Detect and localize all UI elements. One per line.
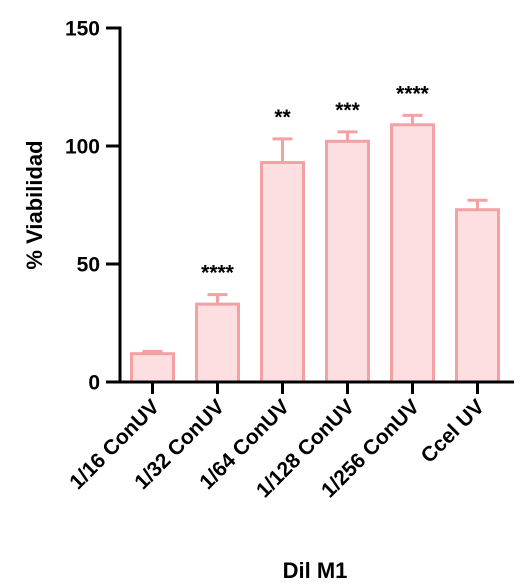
bar <box>392 125 434 382</box>
significance-label: **** <box>396 82 430 105</box>
y-ticks-layer: 0 50 100 150 <box>65 18 120 395</box>
bar <box>197 304 239 382</box>
axes-layer <box>119 27 515 384</box>
bars-layer <box>132 115 499 382</box>
bar <box>457 210 499 382</box>
significance-label: ** <box>274 106 291 129</box>
x-category-label: Ccel UV <box>417 395 489 467</box>
y-tick-label: 0 <box>88 372 100 395</box>
y-tick-label: 100 <box>65 136 100 159</box>
bar <box>132 354 174 382</box>
y-tick-label: 50 <box>77 254 100 277</box>
x-axis-title: Dil M1 <box>283 558 348 583</box>
bar <box>262 163 304 382</box>
significance-label: **** <box>201 262 235 285</box>
y-axis-title: % Viabilidad <box>22 140 47 269</box>
significance-label: *** <box>335 99 360 122</box>
bar <box>327 141 369 382</box>
y-tick-label: 150 <box>65 18 100 41</box>
